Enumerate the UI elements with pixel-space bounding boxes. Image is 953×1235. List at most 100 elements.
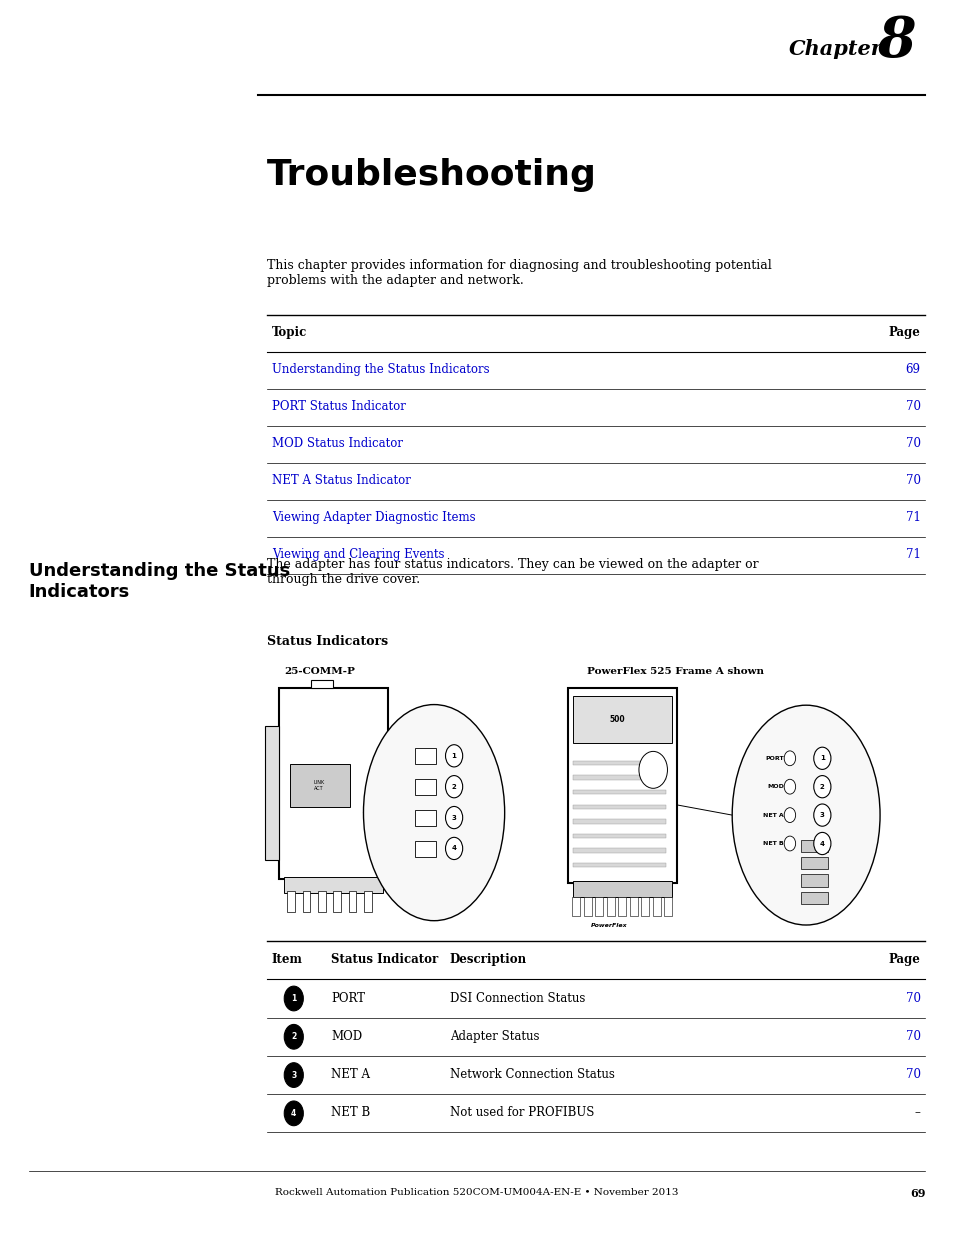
Bar: [583, 897, 591, 916]
Circle shape: [783, 779, 795, 794]
Text: NET B: NET B: [762, 841, 783, 846]
Text: LINK
ACT: LINK ACT: [314, 781, 324, 790]
Text: NET A Status Indicator: NET A Status Indicator: [272, 474, 411, 488]
Bar: [573, 761, 665, 764]
Circle shape: [445, 837, 462, 860]
Text: 2: 2: [452, 784, 456, 789]
Text: Viewing and Clearing Events: Viewing and Clearing Events: [272, 548, 444, 562]
Bar: [640, 897, 649, 916]
Text: 69: 69: [909, 1188, 924, 1199]
Text: 70: 70: [904, 1030, 920, 1042]
Bar: [573, 804, 665, 809]
Text: NET A: NET A: [762, 813, 783, 818]
Text: 70: 70: [904, 992, 920, 1004]
Circle shape: [813, 804, 830, 826]
Text: Adapter Status: Adapter Status: [449, 1030, 538, 1042]
Text: 3: 3: [451, 815, 456, 820]
Circle shape: [783, 836, 795, 851]
Text: Not used for PROFIBUS: Not used for PROFIBUS: [449, 1107, 594, 1119]
Bar: [415, 810, 436, 826]
Text: MOD: MOD: [331, 1030, 362, 1042]
Bar: [801, 840, 827, 852]
Bar: [567, 688, 677, 883]
Bar: [302, 890, 310, 911]
Bar: [364, 890, 372, 911]
Text: PORT: PORT: [764, 756, 783, 761]
Bar: [573, 790, 665, 794]
Circle shape: [284, 986, 303, 1010]
Text: Troubleshooting: Troubleshooting: [267, 158, 597, 193]
Text: 71: 71: [904, 548, 920, 562]
Circle shape: [783, 808, 795, 823]
Text: 1: 1: [291, 994, 296, 1003]
Text: 2: 2: [291, 1032, 296, 1041]
Text: Understanding the Status Indicators: Understanding the Status Indicators: [272, 363, 489, 377]
Ellipse shape: [732, 705, 879, 925]
Text: MOD: MOD: [766, 784, 783, 789]
Text: 3: 3: [291, 1071, 296, 1079]
Circle shape: [445, 776, 462, 798]
Bar: [801, 892, 827, 904]
Circle shape: [284, 1102, 303, 1126]
Bar: [573, 776, 665, 779]
Bar: [572, 897, 579, 916]
Bar: [573, 848, 665, 853]
Bar: [284, 877, 382, 893]
Bar: [289, 764, 350, 806]
Bar: [415, 779, 436, 795]
Bar: [415, 748, 436, 764]
Text: 70: 70: [904, 400, 920, 414]
Text: 3: 3: [819, 813, 824, 818]
Bar: [663, 897, 672, 916]
Bar: [573, 881, 671, 897]
Bar: [801, 857, 827, 869]
Text: Description: Description: [449, 952, 526, 966]
Ellipse shape: [363, 704, 504, 921]
Text: Page: Page: [888, 326, 920, 340]
Text: 70: 70: [904, 437, 920, 451]
Text: 8: 8: [877, 14, 915, 69]
Bar: [317, 890, 325, 911]
Text: 69: 69: [904, 363, 920, 377]
Text: 4: 4: [451, 846, 456, 851]
Text: Network Connection Status: Network Connection Status: [449, 1068, 614, 1081]
Text: 1: 1: [451, 753, 456, 758]
Text: Rockwell Automation Publication 520COM-UM004A-EN-E • November 2013: Rockwell Automation Publication 520COM-U…: [275, 1188, 678, 1197]
Circle shape: [783, 751, 795, 766]
Bar: [606, 897, 614, 916]
Text: 500: 500: [609, 715, 624, 724]
Text: Status Indicators: Status Indicators: [267, 635, 388, 648]
Bar: [573, 863, 665, 867]
Text: MOD Status Indicator: MOD Status Indicator: [272, 437, 402, 451]
Bar: [287, 890, 294, 911]
Text: PowerFlex 525 Frame A shown: PowerFlex 525 Frame A shown: [586, 667, 763, 676]
Bar: [801, 874, 827, 887]
Text: 1: 1: [819, 756, 824, 761]
Text: 71: 71: [904, 511, 920, 525]
Text: Page: Page: [888, 952, 920, 966]
Circle shape: [813, 747, 830, 769]
Bar: [573, 695, 671, 742]
Text: DSI Connection Status: DSI Connection Status: [449, 992, 584, 1004]
Text: NET B: NET B: [331, 1107, 370, 1119]
Text: NET A: NET A: [331, 1068, 370, 1081]
Circle shape: [284, 1025, 303, 1050]
Bar: [278, 688, 388, 879]
Circle shape: [813, 832, 830, 855]
Text: Status Indicator: Status Indicator: [331, 952, 438, 966]
Text: The adapter has four status indicators. They can be viewed on the adapter or
thr: The adapter has four status indicators. …: [267, 558, 758, 587]
Bar: [334, 890, 341, 911]
Text: This chapter provides information for diagnosing and troubleshooting potential
p: This chapter provides information for di…: [267, 259, 771, 288]
Circle shape: [445, 806, 462, 829]
Text: 70: 70: [904, 474, 920, 488]
Text: 4: 4: [819, 841, 824, 846]
Text: Topic: Topic: [272, 326, 307, 340]
Bar: [311, 680, 334, 688]
Text: PowerFlex: PowerFlex: [591, 924, 627, 929]
Circle shape: [284, 1062, 303, 1087]
Bar: [652, 897, 660, 916]
Circle shape: [639, 751, 667, 788]
Bar: [573, 819, 665, 824]
Bar: [349, 890, 356, 911]
Text: –: –: [914, 1107, 920, 1119]
